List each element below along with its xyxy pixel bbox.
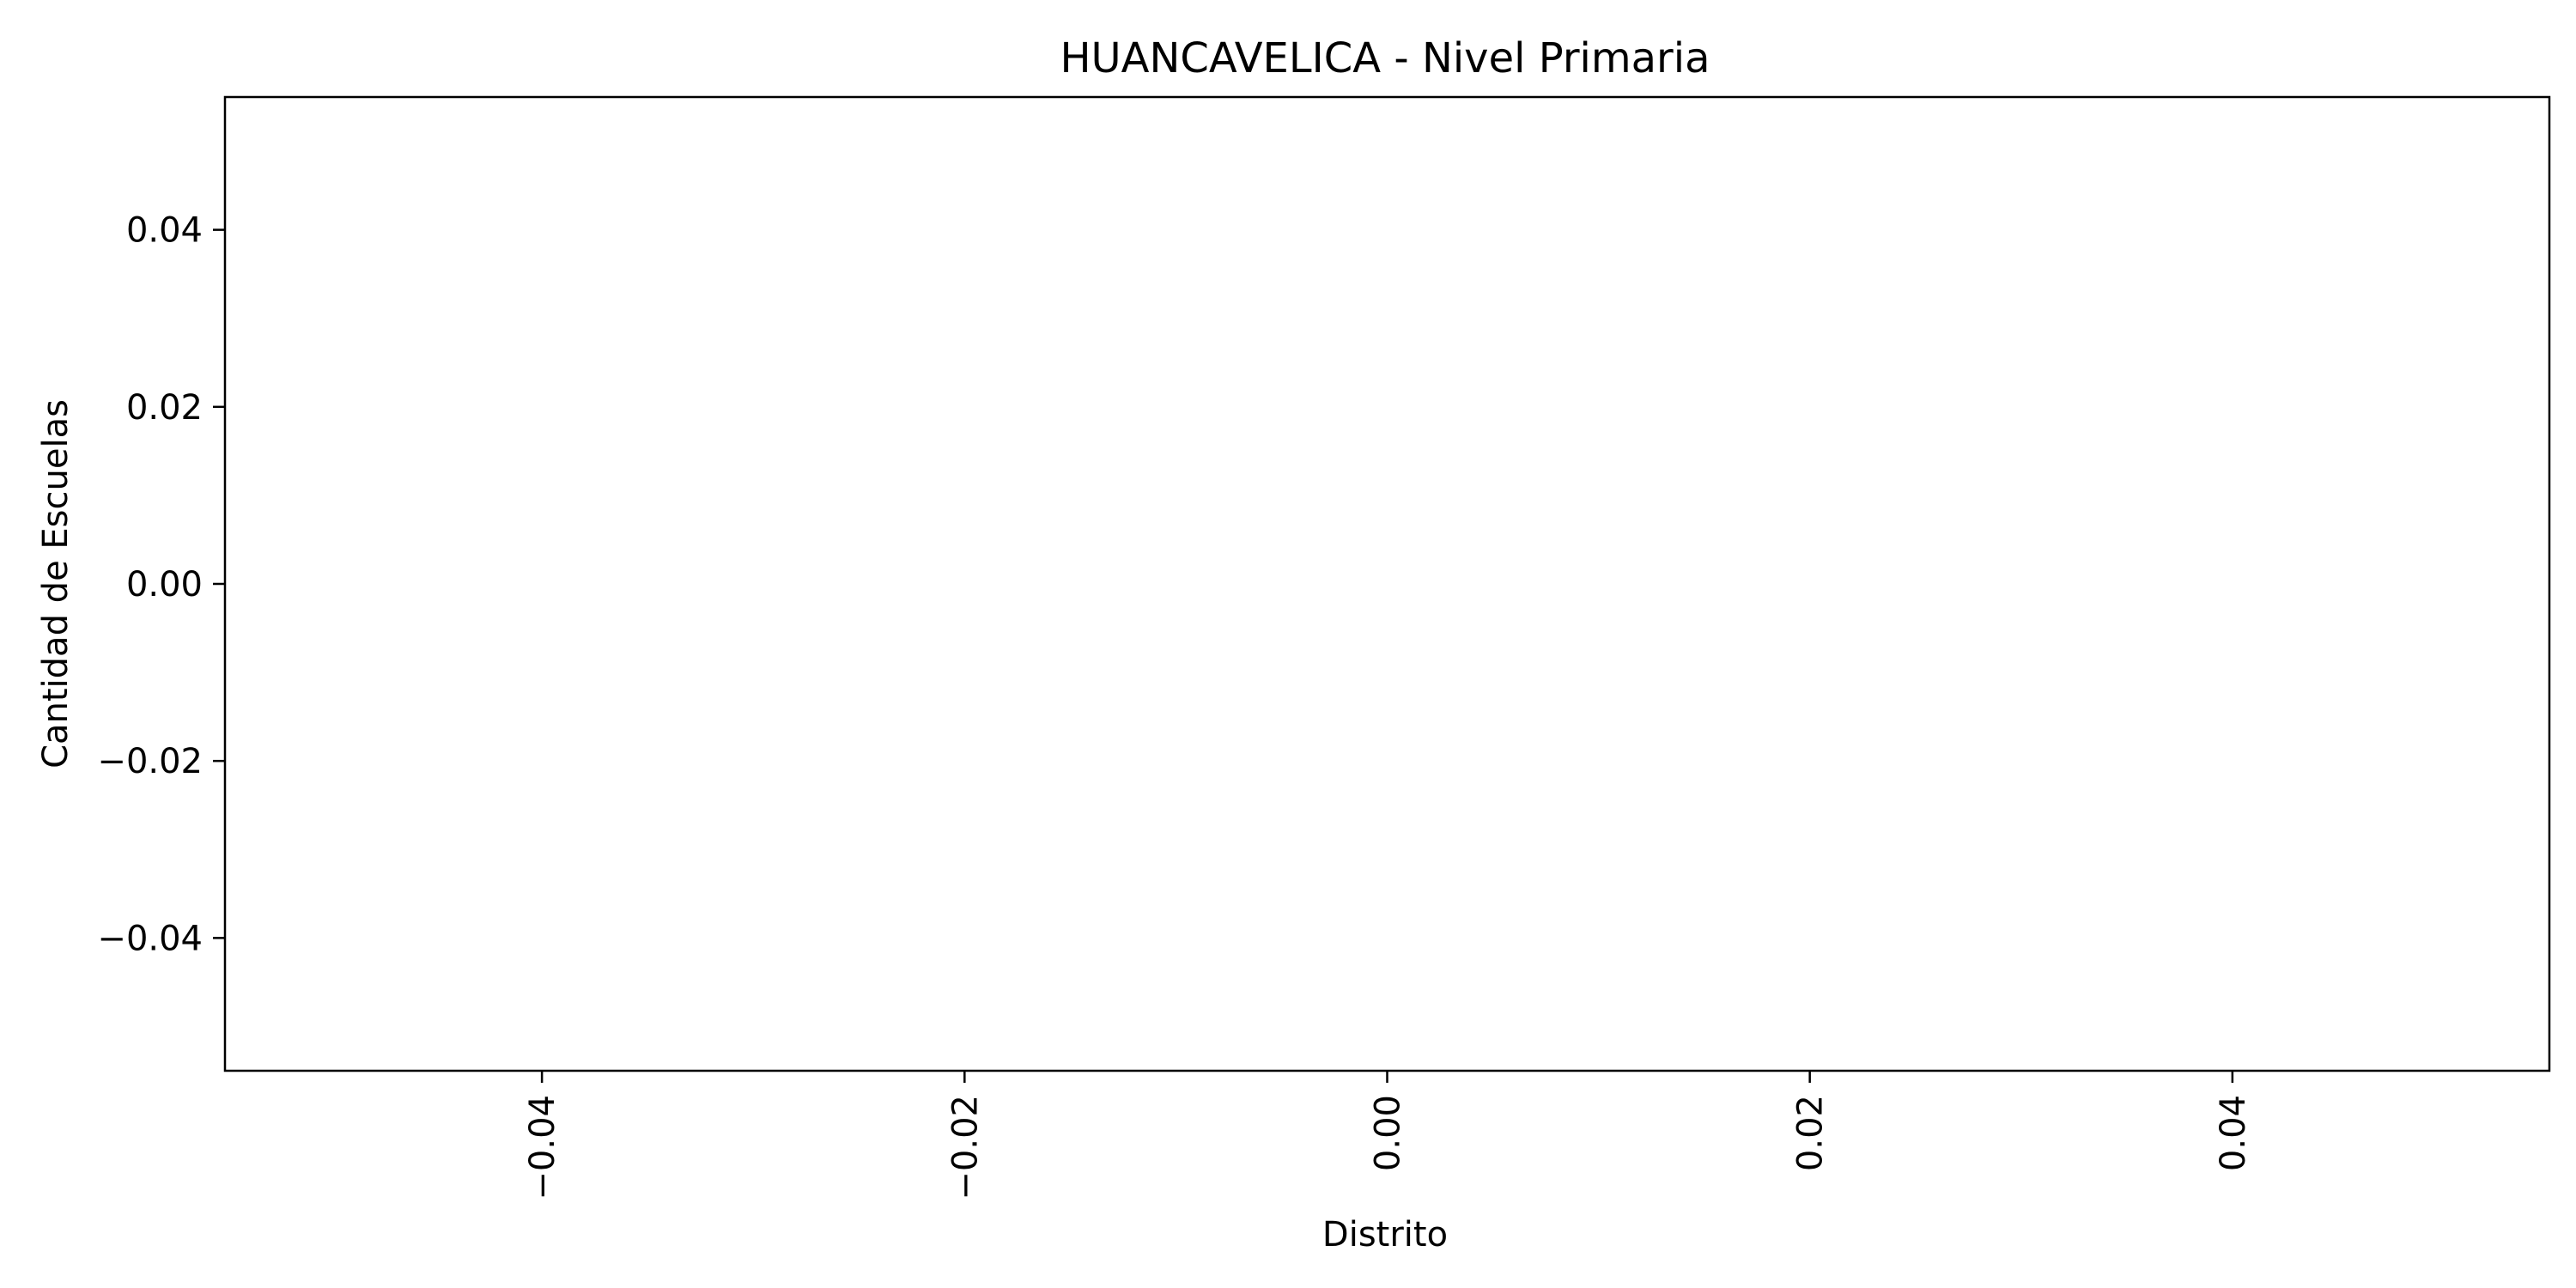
y-tick-label: 0.00: [126, 565, 203, 605]
x-tick-label: 0.02: [1791, 1095, 1831, 1171]
chart-title: HUANCAVELICA - Nivel Primaria: [1060, 34, 1710, 82]
x-tick-label: 0.00: [1369, 1095, 1408, 1171]
x-tick-label: −0.04: [523, 1095, 562, 1200]
x-tick-label: 0.04: [2214, 1095, 2253, 1171]
y-tick-label: 0.02: [126, 388, 203, 428]
y-axis-label: Cantidad de Escuelas: [36, 399, 76, 769]
y-tick-label: 0.04: [126, 211, 203, 251]
x-tick-label: −0.02: [945, 1095, 985, 1200]
y-tick-label: −0.02: [97, 742, 203, 781]
y-axis-ticks: 0.04 0.02 0.00 −0.02 −0.04: [97, 211, 225, 958]
x-axis-ticks: −0.04 −0.02 0.00 0.02 0.04: [523, 1071, 2253, 1200]
y-tick-label: −0.04: [97, 919, 203, 958]
x-axis-label: Distrito: [1322, 1215, 1448, 1255]
